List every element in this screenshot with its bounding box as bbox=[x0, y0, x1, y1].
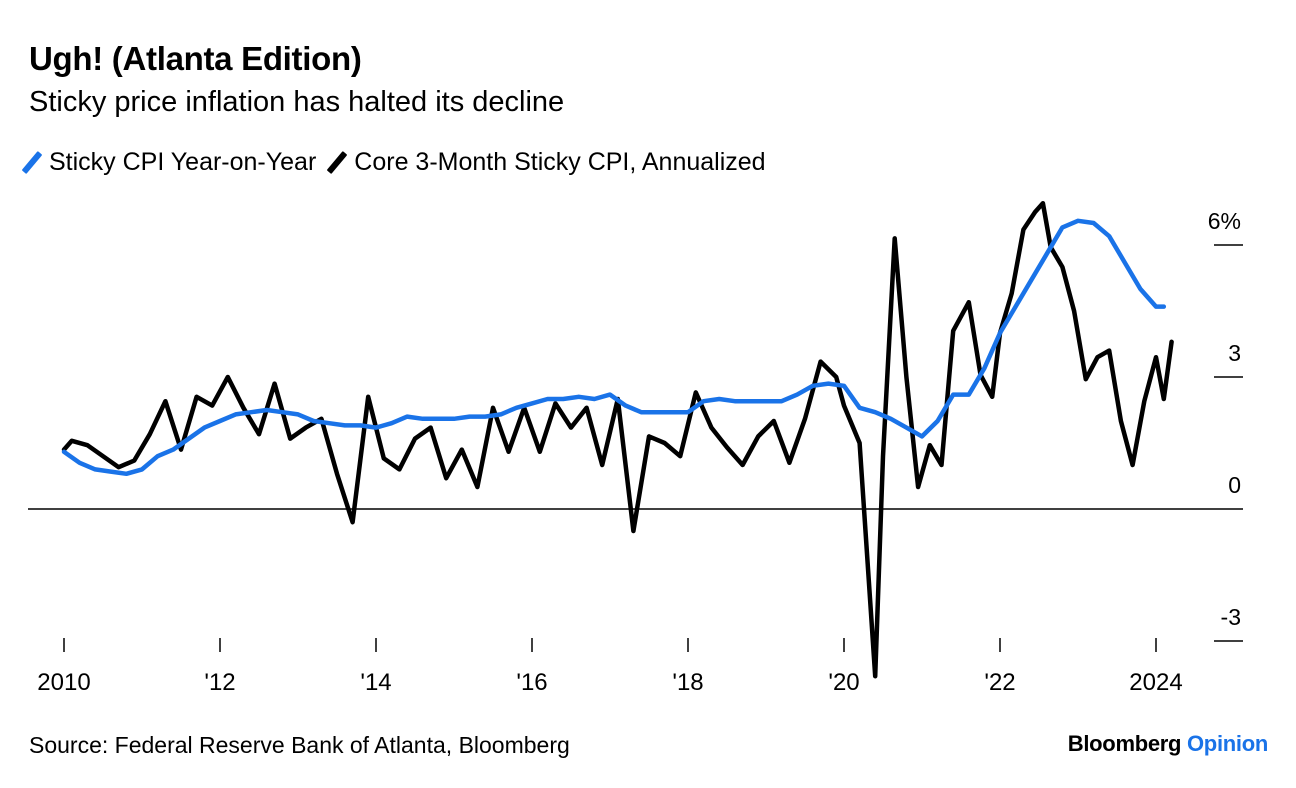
y-tick-label: 6% bbox=[1208, 208, 1241, 234]
brand-name: Bloomberg bbox=[1067, 731, 1182, 756]
chart-title: Ugh! (Atlanta Edition) bbox=[29, 40, 362, 77]
brand-suffix: Opinion bbox=[1187, 731, 1268, 756]
x-tick-label: 2010 bbox=[37, 669, 90, 696]
chart-subtitle: Sticky price inflation has halted its de… bbox=[29, 86, 565, 118]
brand-logo: Bloomberg Opinion bbox=[1067, 731, 1269, 757]
x-tick-label: '12 bbox=[204, 669, 235, 696]
series-line-sticky-cpi-yoy bbox=[61, 218, 1167, 477]
y-tick-label: 3 bbox=[1228, 340, 1241, 366]
legend-item-core-3-month: Core 3-Month Sticky CPI, Annualized bbox=[326, 148, 766, 177]
x-tick-label: 2024 bbox=[1129, 669, 1182, 696]
series-line-core-3-month bbox=[61, 200, 1174, 679]
source-note: Source: Federal Reserve Bank of Atlanta,… bbox=[29, 732, 570, 758]
x-tick-label: '22 bbox=[984, 669, 1015, 696]
y-tick-label: 0 bbox=[1228, 472, 1241, 498]
legend-label: Core 3-Month Sticky CPI, Annualized bbox=[354, 148, 766, 176]
x-tick-label: '20 bbox=[828, 669, 859, 696]
x-tick-label: '16 bbox=[516, 669, 547, 696]
legend-item-sticky-cpi-yoy: Sticky CPI Year-on-Year bbox=[21, 148, 317, 177]
legend: Sticky CPI Year-on-Year Core 3-Month Sti… bbox=[21, 148, 784, 177]
y-tick-label: -3 bbox=[1221, 604, 1241, 630]
x-tick-label: '14 bbox=[360, 669, 391, 696]
legend-label: Sticky CPI Year-on-Year bbox=[49, 148, 317, 176]
x-tick-label: '18 bbox=[672, 669, 703, 696]
